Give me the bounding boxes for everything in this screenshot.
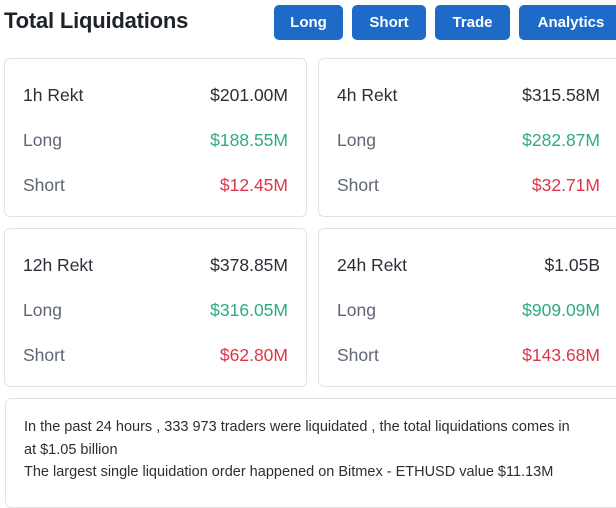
- summary-line: at $1.05 billion: [24, 442, 118, 458]
- long-row: Long $909.09M: [337, 300, 600, 324]
- liquidation-card-12h: 12h Rekt $378.85M Long $316.05M Short $6…: [4, 228, 307, 387]
- liquidation-card-24h: 24h Rekt $1.05B Long $909.09M Short $143…: [318, 228, 616, 387]
- page-title: Total Liquidations: [4, 8, 189, 33]
- short-value: $12.45M: [219, 175, 288, 195]
- total-value: $201.00M: [210, 85, 288, 105]
- card-header-row: 1h Rekt $201.00M: [23, 85, 288, 109]
- card-header-row: 12h Rekt $378.85M: [23, 255, 288, 279]
- long-value: $909.09M: [522, 300, 600, 320]
- summary-line: The largest single liquidation order hap…: [24, 464, 554, 480]
- long-value: $316.05M: [210, 300, 288, 320]
- long-value: $282.87M: [522, 130, 600, 150]
- total-value: $315.58M: [522, 85, 600, 105]
- long-value: $188.55M: [210, 130, 288, 150]
- short-value: $62.80M: [219, 345, 288, 365]
- long-label: Long: [337, 130, 376, 150]
- total-value: $378.85M: [210, 255, 288, 275]
- long-label: Long: [23, 300, 62, 320]
- long-row: Long $316.05M: [23, 300, 288, 324]
- trade-button[interactable]: Trade: [435, 5, 510, 40]
- long-label: Long: [23, 130, 62, 150]
- short-value: $32.71M: [531, 175, 600, 195]
- short-row: Short $143.68M: [337, 345, 600, 369]
- period-label: 1h Rekt: [23, 85, 84, 105]
- short-label: Short: [23, 175, 65, 195]
- total-value: $1.05B: [544, 255, 600, 275]
- short-value: $143.68M: [522, 345, 600, 365]
- period-label: 24h Rekt: [337, 255, 408, 275]
- short-label: Short: [23, 345, 65, 365]
- short-row: Short $62.80M: [23, 345, 288, 369]
- short-label: Short: [337, 175, 379, 195]
- card-header-row: 4h Rekt $315.58M: [337, 85, 600, 109]
- short-label: Short: [337, 345, 379, 365]
- long-row: Long $188.55M: [23, 130, 288, 154]
- liquidation-card-4h: 4h Rekt $315.58M Long $282.87M Short $32…: [318, 58, 616, 217]
- period-label: 4h Rekt: [337, 85, 398, 105]
- long-button[interactable]: Long: [274, 5, 343, 40]
- long-label: Long: [337, 300, 376, 320]
- short-row: Short $12.45M: [23, 175, 288, 199]
- liquidation-card-1h: 1h Rekt $201.00M Long $188.55M Short $12…: [4, 58, 307, 217]
- short-row: Short $32.71M: [337, 175, 600, 199]
- analytics-button[interactable]: Analytics: [519, 5, 616, 40]
- period-label: 12h Rekt: [23, 255, 94, 275]
- summary-line: In the past 24 hours , 333 973 traders w…: [24, 419, 570, 435]
- short-button[interactable]: Short: [352, 5, 426, 40]
- liquidation-summary: In the past 24 hours , 333 973 traders w…: [5, 398, 616, 508]
- card-header-row: 24h Rekt $1.05B: [337, 255, 600, 279]
- long-row: Long $282.87M: [337, 130, 600, 154]
